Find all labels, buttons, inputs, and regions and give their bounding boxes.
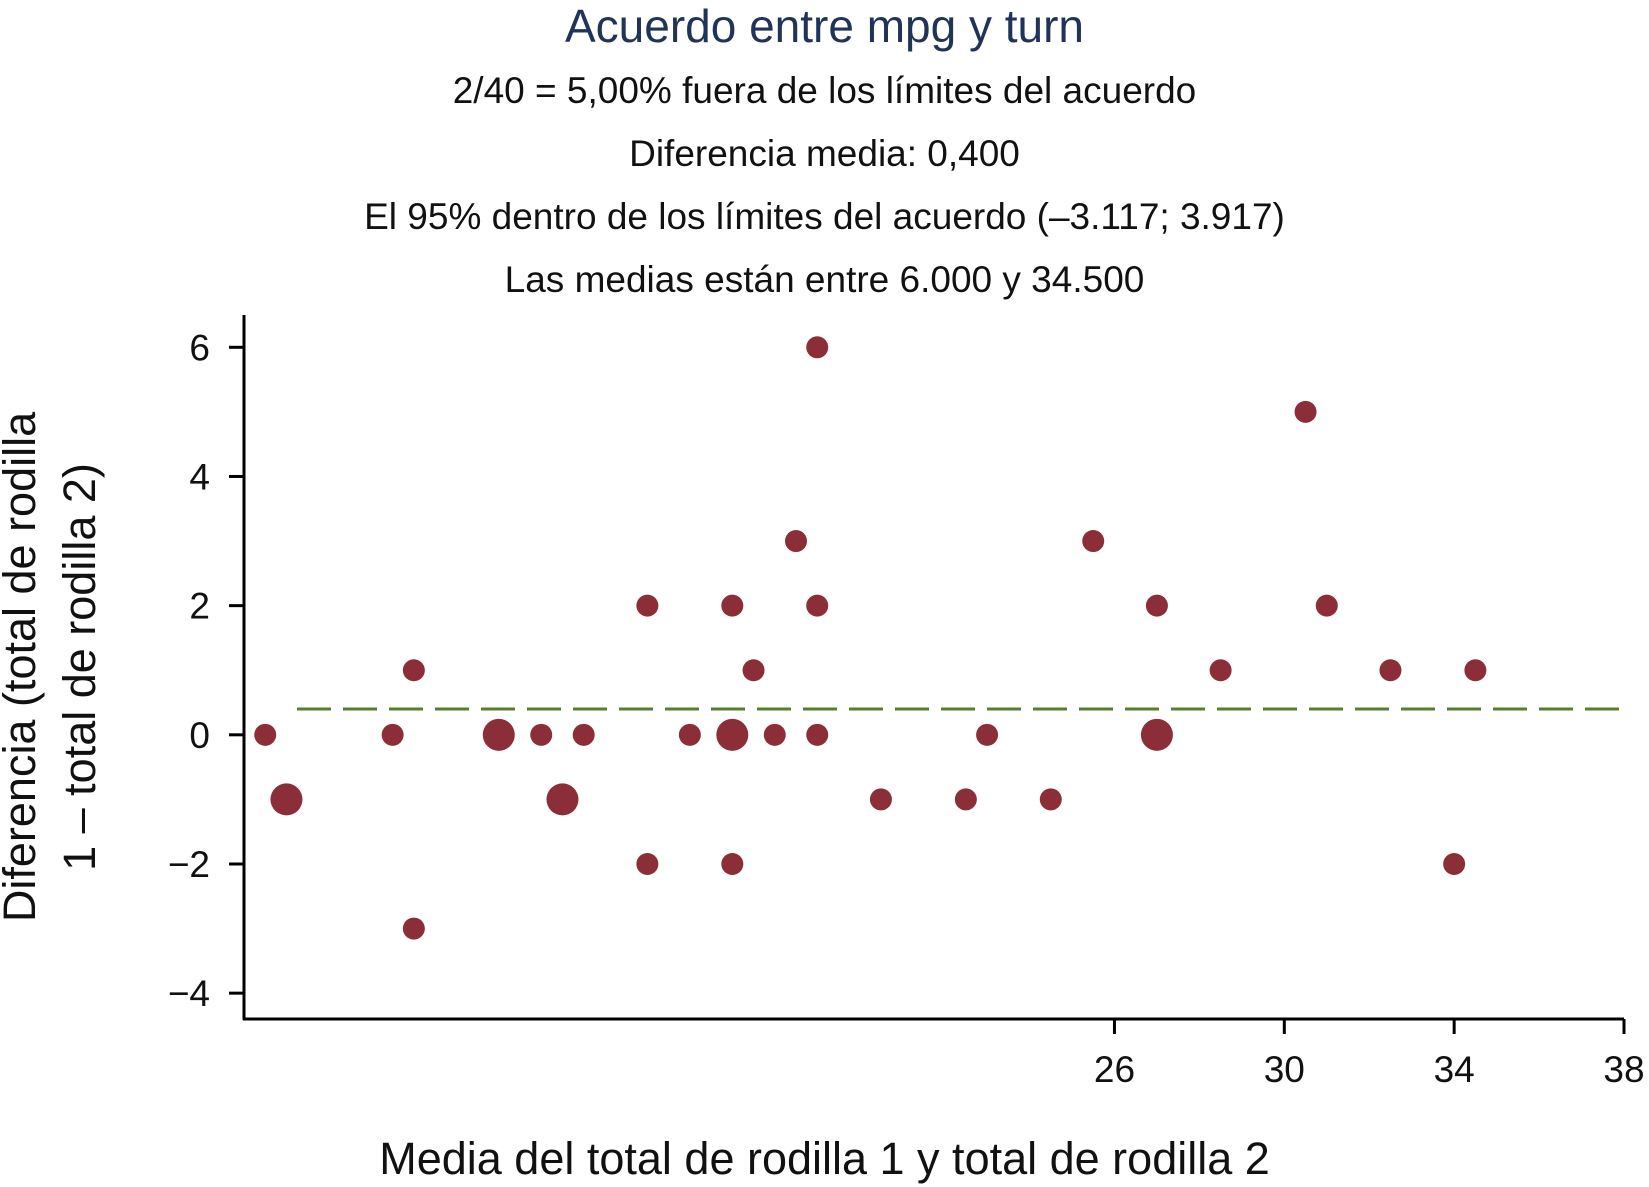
data-point (1145, 594, 1168, 617)
data-point (869, 788, 892, 811)
x-tick-label: 30 (1264, 1049, 1305, 1090)
y-axis-label-line-1: Diferencia (total de rodilla (0, 411, 45, 923)
x-ticks: 26 30 34 38 (1094, 1019, 1645, 1090)
data-point (572, 723, 595, 746)
y-tick-label: −2 (168, 844, 210, 885)
data-point (742, 659, 765, 682)
data-point (806, 723, 829, 746)
x-axis-label: Media del total de rodilla 1 y total de … (379, 1133, 1270, 1184)
data-point (1464, 659, 1487, 682)
data-point (1082, 530, 1105, 553)
x-tick-label: 26 (1094, 1049, 1135, 1090)
y-ticks: 6 4 2 0 −2 −4 (168, 327, 244, 1014)
data-point (721, 852, 744, 875)
data-point (381, 723, 404, 746)
data-points (254, 336, 1487, 940)
y-axis-label-line-2: 1 – total de rodilla 2) (54, 463, 105, 871)
data-point (785, 530, 807, 553)
data-point (954, 788, 977, 811)
y-tick-label: 6 (189, 327, 210, 368)
data-point (402, 917, 425, 940)
data-point (402, 659, 425, 682)
data-point (530, 723, 553, 746)
data-point (546, 783, 579, 816)
chart-subtitle-agreement-limits: El 95% dentro de los límites del acuerdo… (364, 196, 1285, 237)
chart-title: Acuerdo entre mpg y turn (564, 0, 1085, 52)
data-point (1294, 400, 1317, 423)
data-point (763, 723, 786, 746)
data-point (976, 723, 999, 746)
data-point (678, 723, 701, 746)
y-tick-label: 2 (189, 586, 210, 627)
data-point (721, 594, 744, 617)
chart-subtitle-means-range: Las medias están entre 6.000 y 34.500 (504, 259, 1145, 300)
chart-subtitle-outside-limits: 2/40 = 5,00% fuera de los límites del ac… (452, 70, 1197, 111)
data-point (482, 718, 515, 751)
data-point (254, 723, 277, 746)
data-point (716, 718, 749, 751)
y-tick-label: −4 (168, 973, 210, 1014)
data-point (806, 336, 829, 359)
data-point (1315, 594, 1338, 617)
data-point (1379, 659, 1402, 682)
data-point (636, 594, 659, 617)
data-point (636, 852, 659, 875)
chart-subtitle-mean-difference: Diferencia media: 0,400 (629, 133, 1020, 174)
data-point (1140, 718, 1173, 751)
x-tick-label: 34 (1434, 1049, 1475, 1090)
data-point (806, 594, 829, 617)
data-point (270, 783, 303, 816)
data-point (1443, 852, 1466, 875)
data-point (1039, 788, 1062, 811)
y-tick-label: 4 (189, 456, 210, 497)
y-tick-label: 0 (189, 715, 210, 756)
data-point (1209, 659, 1232, 682)
x-tick-label: 38 (1603, 1049, 1644, 1090)
